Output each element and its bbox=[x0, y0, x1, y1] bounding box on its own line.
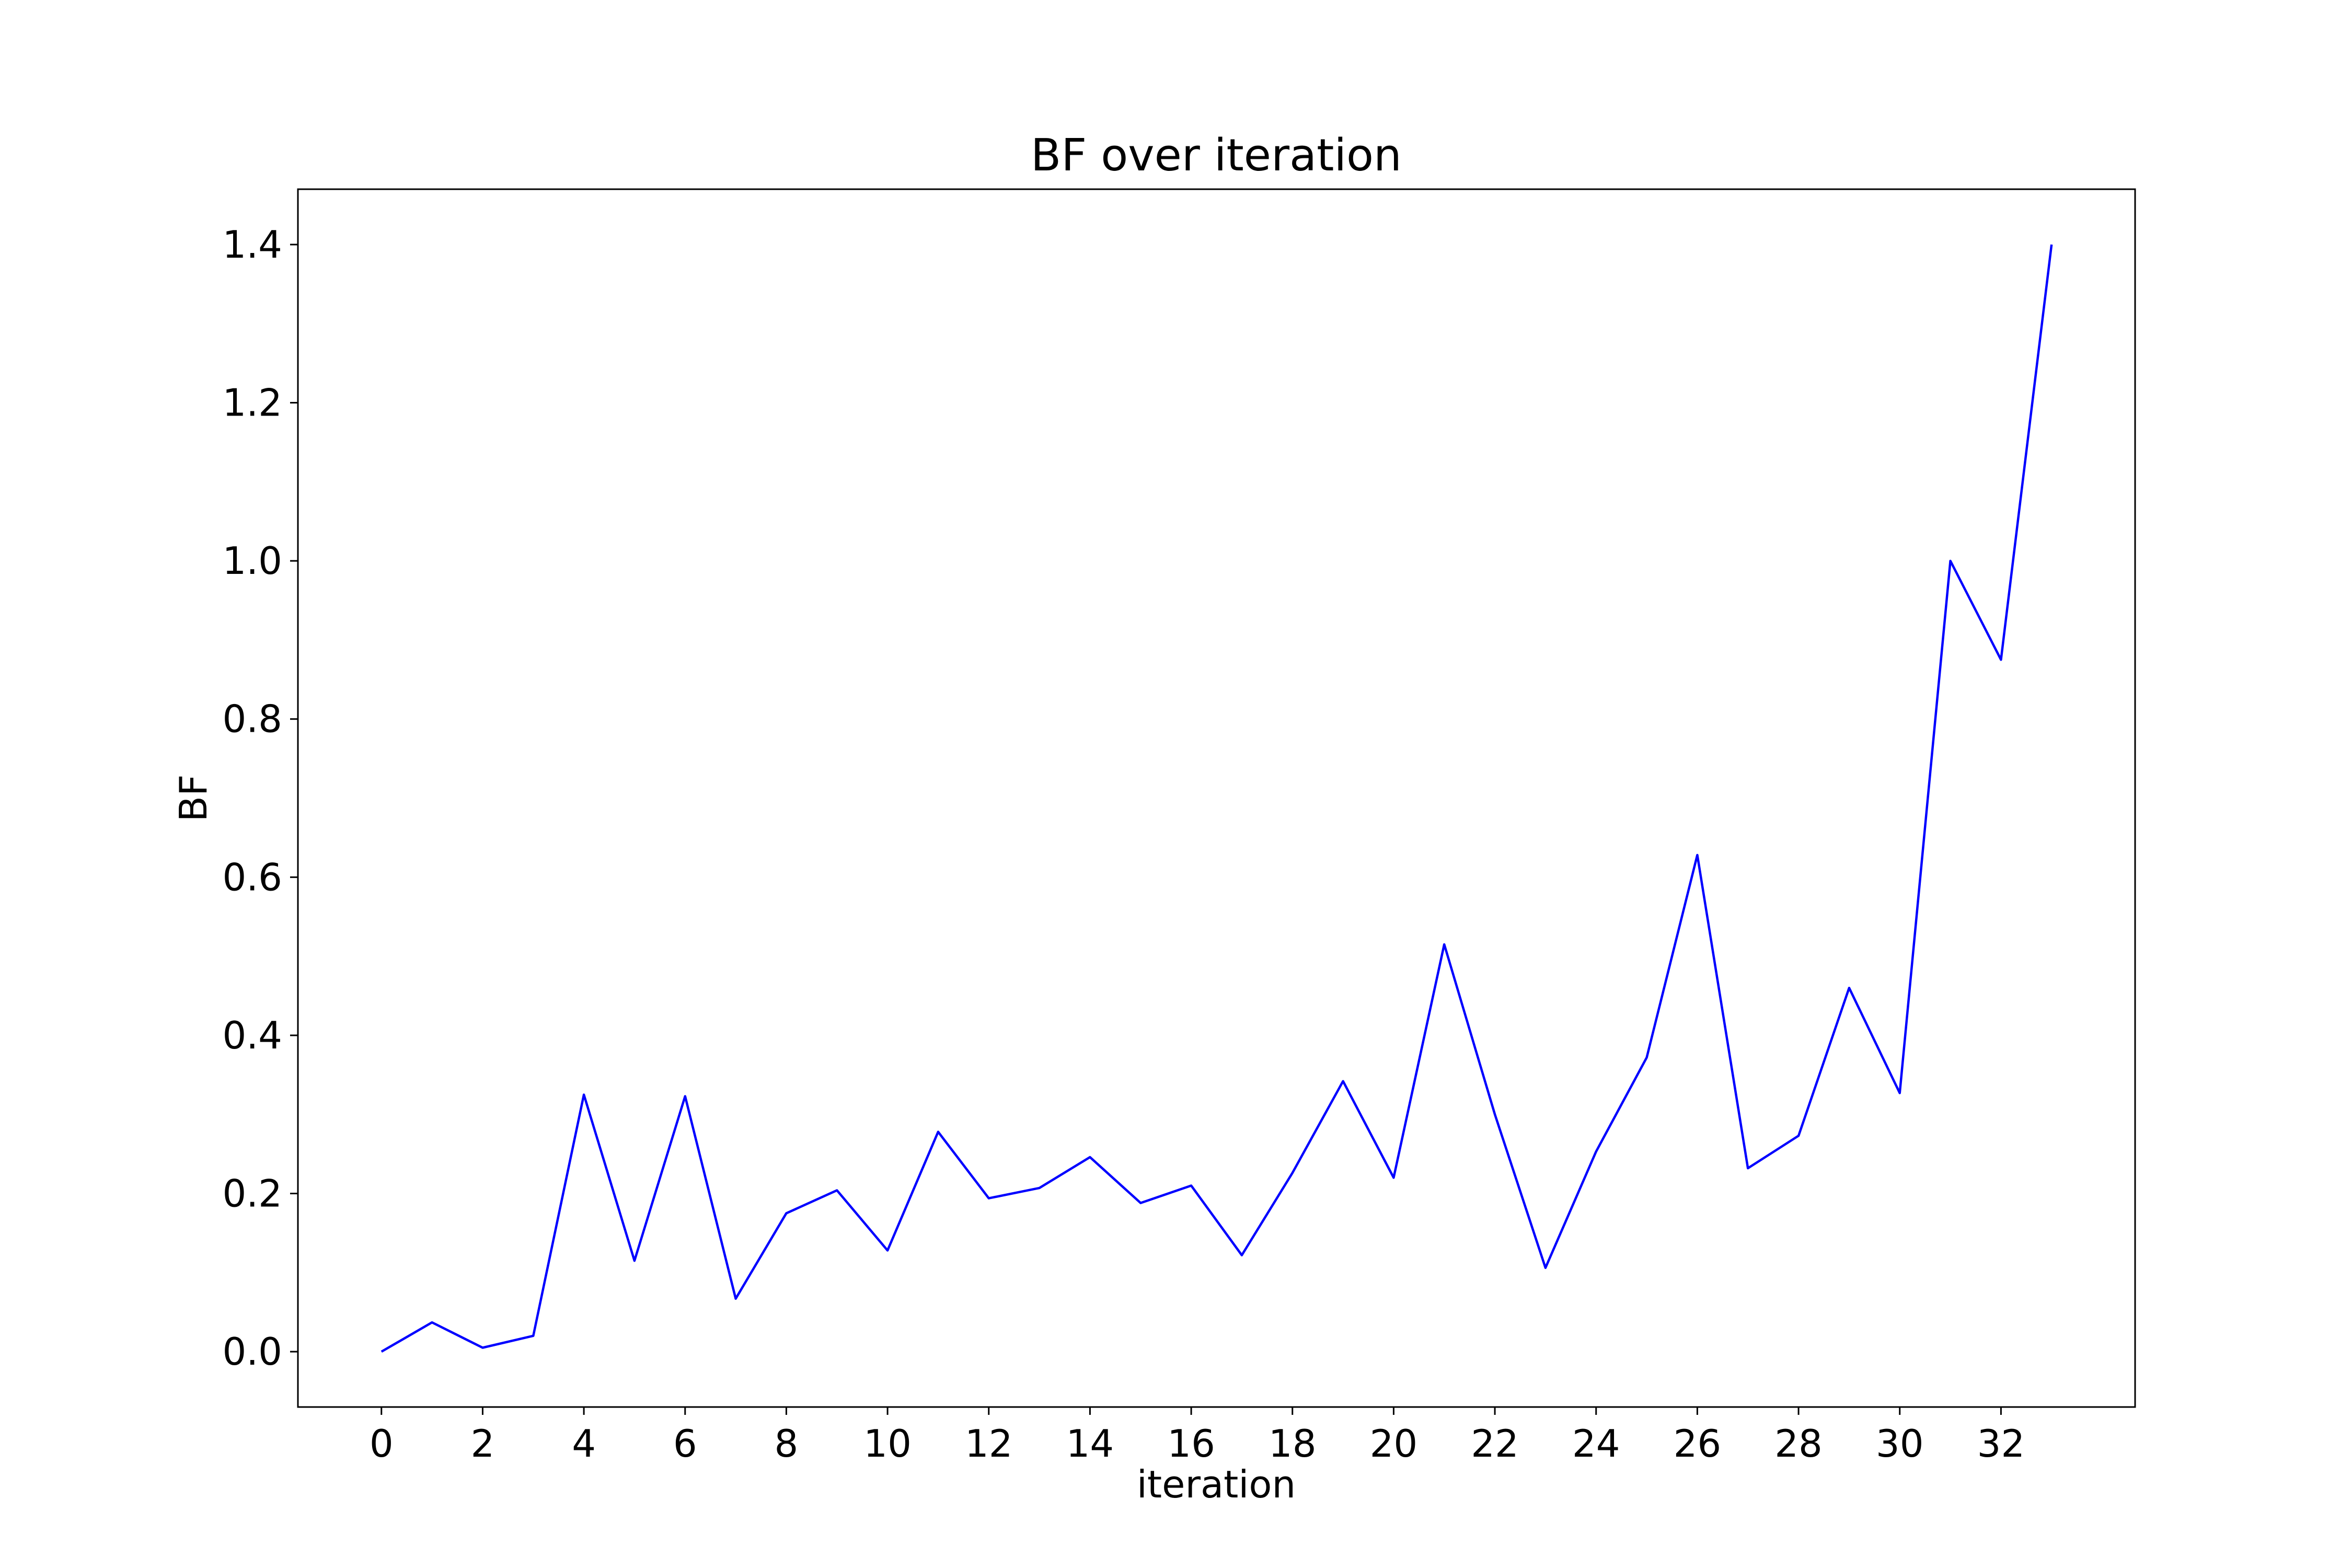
x-tick-label: 32 bbox=[1977, 1422, 2025, 1466]
x-tick-label: 12 bbox=[965, 1422, 1013, 1466]
x-tick-label: 10 bbox=[863, 1422, 912, 1466]
y-tick-label: 0.6 bbox=[222, 855, 282, 899]
y-tick-label: 0.2 bbox=[222, 1171, 282, 1215]
x-tick-label: 22 bbox=[1471, 1422, 1519, 1466]
series-layer bbox=[381, 244, 2053, 1353]
y-tick-label: 0.4 bbox=[222, 1013, 282, 1057]
y-axis-ticks: 0.0 0.2 0.4 0.6 0.8 1.0 1.2 1.4 bbox=[222, 223, 298, 1374]
y-tick-label: 1.2 bbox=[222, 381, 282, 425]
y-axis-label: BF bbox=[171, 775, 215, 822]
x-tick-label: 4 bbox=[572, 1422, 596, 1466]
x-tick-label: 18 bbox=[1269, 1422, 1317, 1466]
x-tick-label: 26 bbox=[1674, 1422, 1722, 1466]
plot-area-frame bbox=[297, 188, 2136, 1408]
x-tick-label: 0 bbox=[370, 1422, 394, 1466]
x-tick-label: 6 bbox=[673, 1422, 697, 1466]
x-axis-ticks: 0 2 4 6 8 10 12 14 16 18 20 22 24 26 28 30 32 bbox=[370, 1407, 2025, 1466]
chart-title: BF over iteration bbox=[1031, 130, 1402, 181]
x-axis-label: iteration bbox=[1137, 1462, 1296, 1506]
x-tick-label: 2 bbox=[471, 1422, 495, 1466]
series-line-0 bbox=[381, 244, 2053, 1353]
y-tick-label: 0.0 bbox=[222, 1330, 282, 1374]
x-tick-label: 20 bbox=[1370, 1422, 1418, 1466]
x-tick-label: 8 bbox=[775, 1422, 799, 1466]
x-tick-label: 28 bbox=[1774, 1422, 1823, 1466]
y-tick-label: 0.8 bbox=[222, 697, 282, 741]
x-tick-label: 16 bbox=[1167, 1422, 1215, 1466]
y-tick-label: 1.0 bbox=[222, 539, 282, 583]
y-tick-label: 1.4 bbox=[222, 223, 282, 267]
x-tick-label: 24 bbox=[1572, 1422, 1620, 1466]
x-tick-label: 30 bbox=[1876, 1422, 1924, 1466]
x-tick-label: 14 bbox=[1066, 1422, 1114, 1466]
